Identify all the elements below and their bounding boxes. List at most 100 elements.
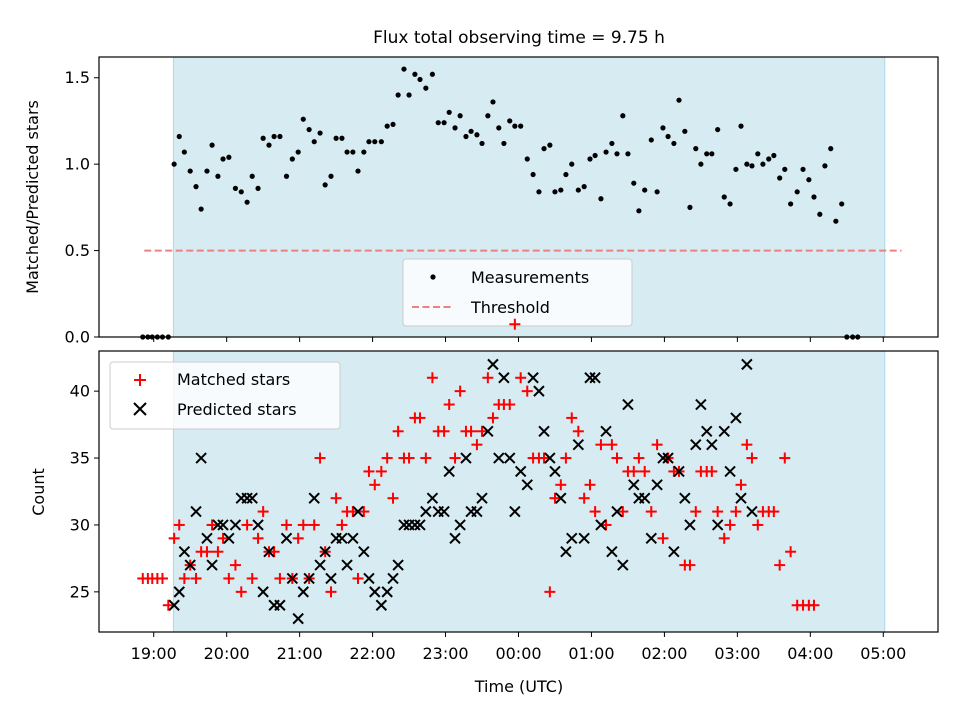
matched-star-point (358, 506, 370, 518)
matched-star-point (280, 519, 292, 531)
matched-star-point (706, 465, 718, 477)
predicted-star-point (679, 492, 691, 504)
predicted-star-point (387, 572, 399, 585)
matched-star-point (173, 519, 185, 531)
matched-star-point (178, 572, 190, 584)
measurement-point (682, 128, 688, 134)
predicted-star-point (341, 559, 353, 571)
matched-star-point (381, 452, 393, 464)
chart-title: Flux total observing time = 9.75 h (373, 28, 665, 48)
predicted-star-point (303, 572, 315, 585)
measurement-point (232, 185, 239, 191)
measurement-point (266, 142, 272, 148)
measurement-point (755, 151, 761, 157)
top-panel: 0.0 0.5 1.0 1.5 Matched/Predicted stars Mea… (23, 56, 939, 347)
predicted-star-point (662, 452, 674, 464)
predicted-star-point (527, 372, 539, 384)
x-tick-label: 19:00 (131, 644, 177, 663)
measurement-point (654, 189, 660, 195)
matched-star-point (314, 452, 326, 464)
matched-star-point (352, 572, 364, 584)
measurement-point (378, 139, 384, 145)
matched-star-point (392, 425, 404, 437)
matched-star-point (268, 546, 280, 558)
measurement-point (339, 135, 345, 141)
matched-star-point (426, 372, 438, 384)
matched-star-point (252, 532, 264, 544)
measurement-point (457, 113, 463, 119)
matched-star-point (639, 465, 651, 477)
measurement-point (441, 120, 447, 126)
predicted-star-point (487, 358, 499, 371)
matched-star-point (724, 519, 736, 531)
predicted-star-point (325, 572, 337, 585)
matched-star-point (274, 572, 286, 584)
predicted-star-point (426, 492, 439, 504)
matched-star-point (504, 399, 516, 411)
y-tick-label: 30 (70, 515, 90, 534)
predicted-star-point (538, 425, 550, 437)
predicted-star-point (504, 452, 516, 464)
matched-star-point (768, 506, 780, 518)
measurement-point (204, 168, 210, 174)
measurement-point (507, 118, 513, 124)
legend-matched-marker (134, 374, 146, 386)
legend-matched-label: Matched stars (177, 370, 290, 389)
predicted-star-point (292, 612, 304, 625)
measurement-point (344, 149, 350, 155)
y-tick-label: 0.5 (65, 241, 90, 260)
measurement-point (822, 163, 828, 169)
matched-star-point (572, 425, 584, 437)
legend-measurements-label: Measurements (471, 268, 589, 287)
matched-star-point (168, 532, 180, 544)
measurement-point (839, 201, 845, 207)
measurement-point (721, 194, 727, 200)
predicted-star-point (611, 505, 623, 518)
predicted-star-point (184, 559, 196, 571)
bottom-y-axis-label: Count (29, 468, 48, 516)
measurement-point (587, 156, 593, 162)
measurement-point (518, 123, 524, 129)
measurement-point (603, 149, 609, 155)
measurement-point (300, 116, 306, 122)
predicted-star-point (651, 479, 663, 491)
matched-star-point (600, 519, 612, 531)
bottom-legend: Matched stars Predicted stars (109, 361, 341, 430)
matched-star-point (645, 506, 657, 518)
predicted-star-point (617, 559, 629, 571)
matched-star-point (454, 385, 466, 397)
measurement-point (328, 173, 334, 179)
measurement-point (512, 123, 518, 129)
matched-star-point (684, 559, 696, 571)
predicted-star-point (639, 492, 651, 504)
predicted-star-point (201, 532, 213, 545)
predicted-star-point (657, 452, 669, 464)
predicted-star-point (173, 586, 185, 598)
predicted-star-point (684, 519, 696, 531)
top-axes-frame (98, 56, 939, 338)
legend-measurements-marker (430, 274, 436, 280)
matched-star-point (560, 452, 572, 464)
matched-star-point (403, 452, 415, 464)
measurement-point (547, 142, 553, 148)
top-y-axis-ticks: 0.0 0.5 1.0 1.5 (65, 68, 99, 347)
matched-star-point (718, 532, 730, 544)
predicted-star-point (336, 532, 348, 545)
measurement-point (255, 185, 261, 191)
measurement-point (271, 133, 277, 140)
matched-star-point (690, 506, 702, 518)
predicted-star-point (695, 398, 707, 411)
measurements-points-layer (140, 66, 861, 340)
predicted-star-point (297, 586, 309, 598)
predicted-star-point (578, 532, 590, 545)
measurement-point (631, 180, 637, 186)
matched-star-point (308, 519, 320, 531)
top-legend: Measurements Threshold (402, 258, 633, 327)
measurement-point (676, 97, 682, 103)
measurement-point (828, 146, 834, 152)
measurement-point (479, 140, 485, 147)
predicted-star-point (533, 385, 545, 397)
predicted-star-point (549, 465, 561, 478)
x-axis-label: Time (UTC) (474, 677, 563, 696)
